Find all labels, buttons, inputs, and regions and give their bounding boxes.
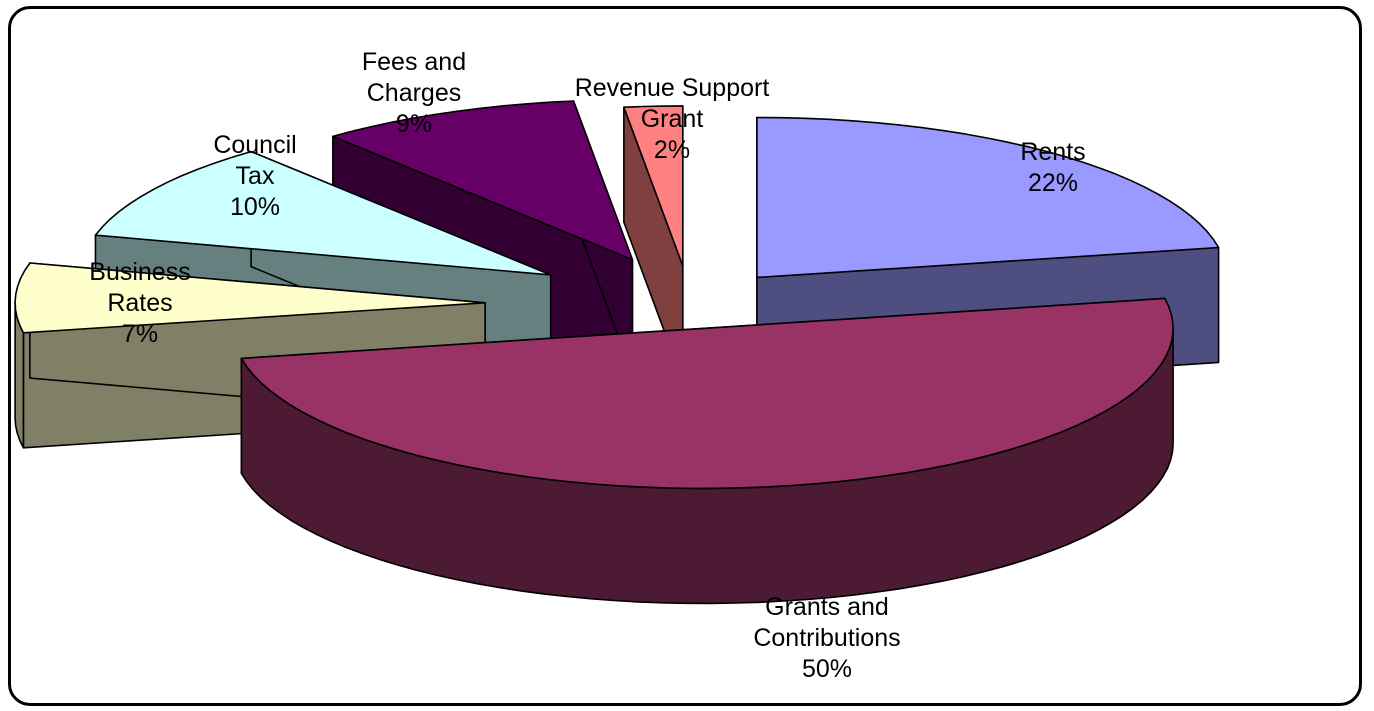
data-label-line: Charges — [367, 79, 462, 107]
data-label-fees-and-charges: Fees and Charges 9% — [362, 48, 466, 138]
data-label-line: 9% — [396, 110, 432, 138]
slice-top — [14, 262, 486, 334]
data-label-line: Tax — [236, 162, 275, 190]
data-label-line: Business — [89, 258, 190, 286]
slice-top — [240, 297, 1174, 490]
data-label-line: Council — [213, 131, 296, 159]
data-label-line: 2% — [654, 136, 690, 164]
data-label-business-rates: Business Rates 7% — [89, 258, 190, 348]
data-label-line: Rates — [107, 289, 172, 317]
slice-grants-and-contributions — [240, 297, 1174, 605]
data-label-rents: Rents 22% — [1020, 138, 1085, 197]
slice-top — [332, 100, 634, 261]
data-label-line: 7% — [122, 320, 158, 348]
data-label-line: Rents — [1020, 138, 1085, 166]
data-label-revenue-support-grant: Revenue Support Grant 2% — [575, 74, 770, 164]
slice-top — [756, 116, 1220, 279]
data-label-line: Grants and — [765, 593, 889, 621]
data-label-line: Revenue Support — [575, 74, 770, 102]
data-label-line: 50% — [802, 655, 852, 683]
slice-top — [94, 150, 552, 276]
data-label-line: 10% — [230, 193, 280, 221]
data-label-line: 22% — [1028, 169, 1078, 197]
data-label-council-tax: Council Tax 10% — [213, 131, 296, 221]
data-label-line: Fees and — [362, 48, 466, 76]
slice-top — [623, 105, 684, 267]
data-label-line: Grant — [641, 105, 704, 133]
data-label-grants-and-contributions: Grants and Contributions 50% — [753, 593, 900, 683]
data-label-line: Contributions — [753, 624, 900, 652]
